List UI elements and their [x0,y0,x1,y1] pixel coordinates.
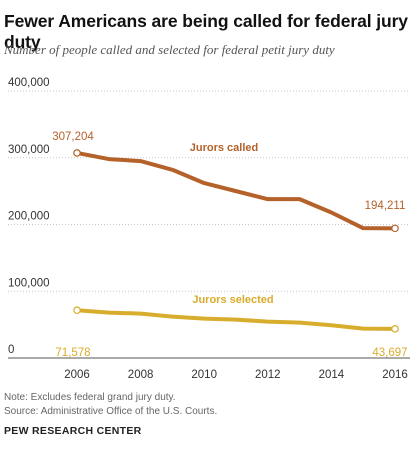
start-point-marker [73,149,81,157]
x-tick-label: 2008 [128,369,154,381]
start-value-label: 71,578 [55,347,90,359]
x-tick-label: 2012 [255,369,281,381]
y-tick-label: 300,000 [8,144,50,156]
end-value-label: 194,211 [365,200,406,212]
x-tick-label: 2016 [382,369,408,381]
series-line-0 [75,150,397,231]
y-tick-label: 200,000 [8,211,50,223]
series-name-label: Jurors called [190,142,258,154]
end-point-marker [391,325,399,333]
y-tick-label: 0 [8,344,14,356]
chart-title: Fewer Americans are being called for fed… [4,11,408,52]
y-tick-label: 100,000 [8,277,50,289]
note-text: Note: Excludes federal grand jury duty. [4,392,176,403]
line-chart: 0 100,000 200,000 300,000 400,000 2006 2008 201… [8,77,410,381]
x-tick-label: 2010 [191,369,217,381]
series-line-1 [75,308,397,331]
end-value-label: 43,697 [372,347,407,359]
start-value-label: 307,204 [52,131,94,143]
chart-subtitle: Number of people called and selected for… [4,42,335,57]
source-text: Source: Administrative Office of the U.S… [4,406,218,417]
series-name-label: Jurors selected [192,294,273,306]
chart-note: Note: Excludes federal grand jury duty. … [4,391,217,419]
brand-logo-text: PEW RESEARCH CENTER [4,425,142,437]
x-tick-label: 2014 [319,369,345,381]
y-tick-label: 400,000 [8,77,50,89]
start-point-marker [73,306,81,315]
x-tick-label: 2006 [64,369,90,381]
end-point-marker [391,224,399,233]
